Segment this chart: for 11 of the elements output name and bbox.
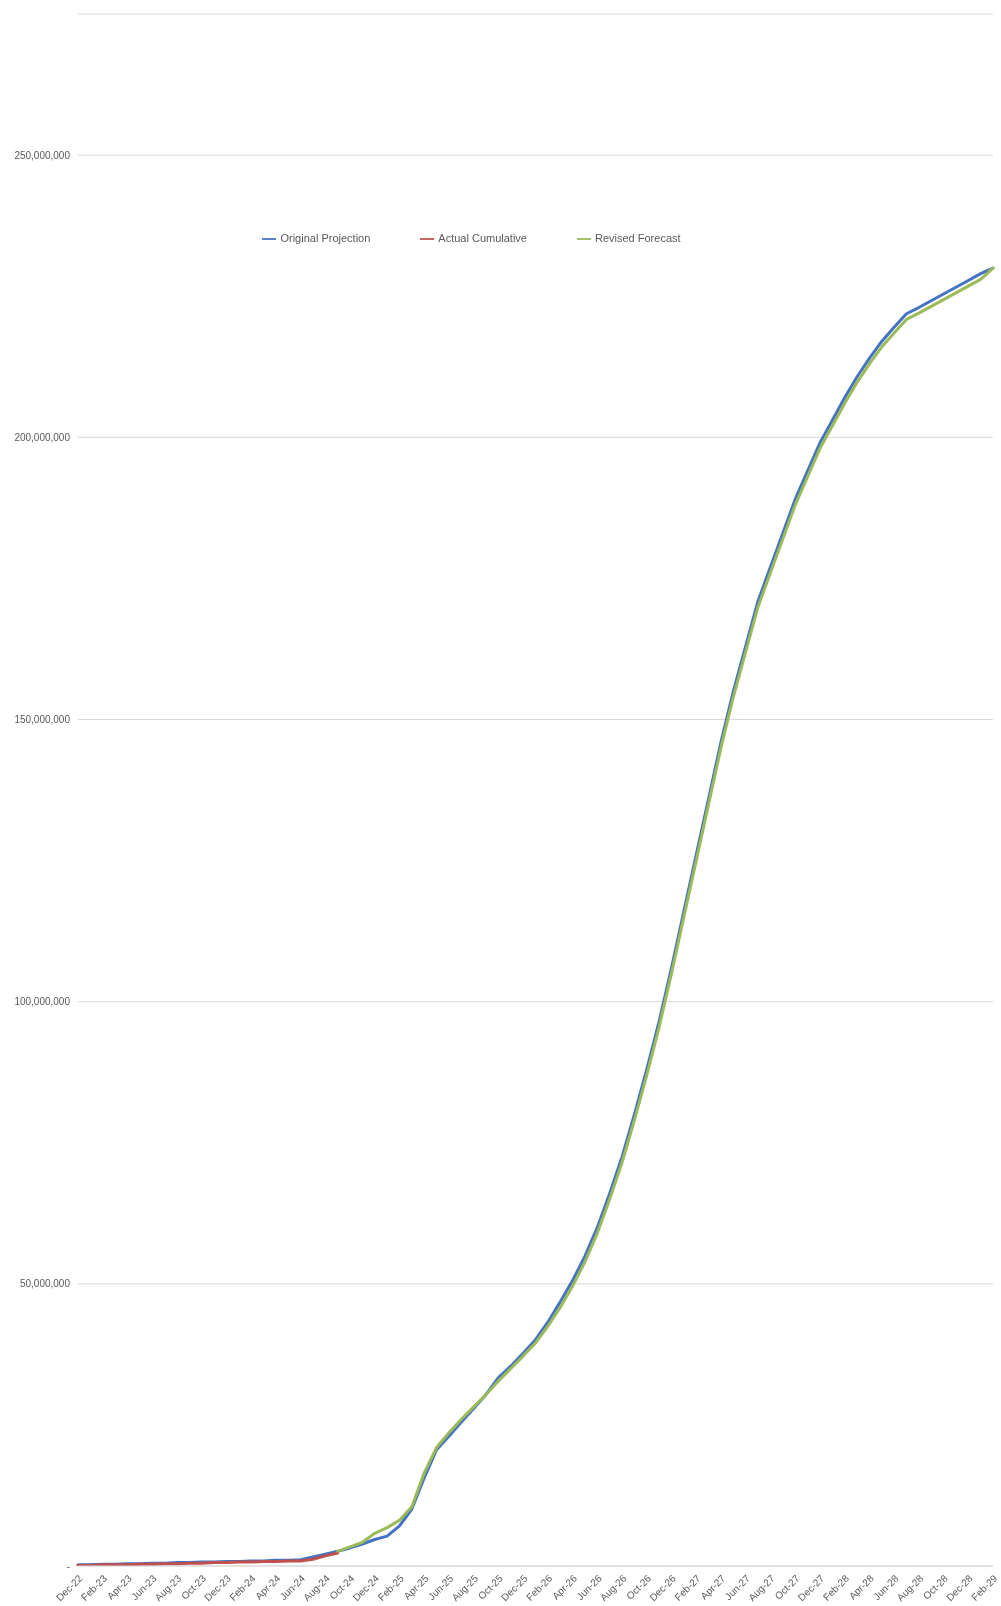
legend-label: Original Projection [280, 232, 371, 244]
y-tick-label: 150,000,000 [14, 714, 71, 726]
y-tick-label: 250,000,000 [14, 149, 71, 161]
y-tick-label: - [66, 1560, 70, 1572]
legend-label: Actual Cumulative [438, 232, 527, 244]
line-series [336, 266, 995, 1553]
y-tick-label: 200,000,000 [14, 431, 71, 443]
legend-label: Revised Forecast [594, 232, 681, 244]
line-series [76, 1551, 340, 1566]
y-tick-label: 50,000,000 [19, 1278, 71, 1290]
y-tick-label: 100,000,000 [14, 996, 71, 1008]
